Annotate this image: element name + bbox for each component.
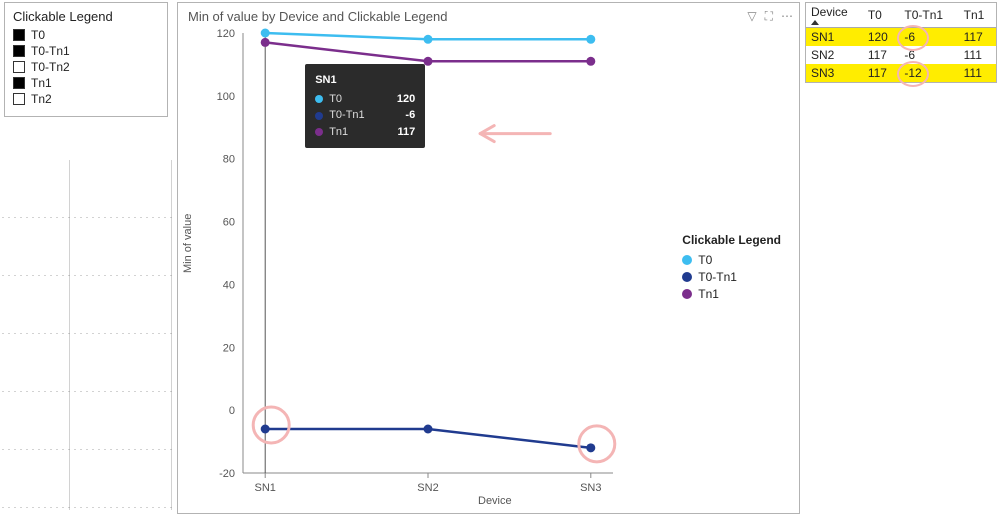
chart-legend: Clickable Legend T0 T0-Tn1 Tn1 [682,233,781,304]
table-panel: DeviceT0T0-Tn1Tn1 SN1120-6117SN2117-6111… [805,2,997,83]
slicer-item-label: Tn2 [31,92,52,106]
table-row[interactable]: SN3117-12111 [806,64,996,82]
table-cell: SN1 [806,28,863,47]
tooltip-series-dot [315,128,323,136]
tooltip-row: T0-Tn1 -6 [315,107,415,124]
legend-color-dot [682,289,692,299]
tooltip-series-dot [315,95,323,103]
tooltip-series-label: T0-Tn1 [329,107,399,124]
slicer-item[interactable]: T0-Tn1 [13,44,159,58]
svg-text:80: 80 [223,154,235,166]
table-header[interactable]: T0 [863,3,900,28]
svg-text:SN1: SN1 [254,482,275,494]
table-cell: 117 [959,28,996,47]
svg-text:100: 100 [217,91,235,103]
annotation-ring [897,61,929,87]
table-cell: 117 [863,64,900,82]
slicer-panel: Clickable Legend T0 T0-Tn1 T0-Tn2 Tn1 Tn2 [4,2,168,117]
legend-color-dot [682,272,692,282]
tooltip-row: T0 120 [315,91,415,108]
slicer-item-label: T0-Tn1 [31,44,70,58]
slicer-item[interactable]: T0 [13,28,159,42]
legend-color-dot [682,255,692,265]
slicer-item-label: T0 [31,28,45,42]
checkbox-icon [13,77,25,89]
table-cell: 111 [959,46,996,64]
slicer-item[interactable]: Tn1 [13,76,159,90]
slicer-item[interactable]: T0-Tn2 [13,60,159,74]
legend-item[interactable]: Tn1 [682,287,781,301]
svg-text:120: 120 [217,28,235,40]
table-cell: 120 [863,28,900,47]
svg-text:-20: -20 [219,468,235,480]
tooltip-title: SN1 [315,72,415,89]
tooltip-series-value: -6 [405,107,415,124]
table-cell: -6 [899,28,958,47]
chart-tooltip: SN1 T0 120T0-Tn1 -6 Tn1 117 [305,64,425,148]
table-cell: 117 [863,46,900,64]
checkbox-icon [13,93,25,105]
table-cell: SN2 [806,46,863,64]
svg-text:SN3: SN3 [580,482,601,494]
table-row[interactable]: SN1120-6117 [806,28,996,47]
tooltip-series-label: Tn1 [329,124,391,141]
checkbox-icon [13,45,25,57]
legend-label: T0 [698,253,712,267]
table-cell: -6 [899,46,958,64]
tooltip-series-value: 120 [397,91,415,108]
svg-text:20: 20 [223,342,235,354]
table-header[interactable]: Device [806,3,863,28]
svg-text:40: 40 [223,279,235,291]
table-row[interactable]: SN2117-6111 [806,46,996,64]
legend-item[interactable]: T0-Tn1 [682,270,781,284]
legend-label: Tn1 [698,287,719,301]
table-header[interactable]: Tn1 [959,3,996,28]
slicer-item-label: Tn1 [31,76,52,90]
tooltip-series-dot [315,112,323,120]
tooltip-series-value: 117 [397,124,415,141]
legend-item[interactable]: T0 [682,253,781,267]
slicer-item-label: T0-Tn2 [31,60,70,74]
table-header[interactable]: T0-Tn1 [899,3,958,28]
slicer-item[interactable]: Tn2 [13,92,159,106]
checkbox-icon [13,29,25,41]
legend-title: Clickable Legend [682,233,781,247]
svg-text:SN2: SN2 [417,482,438,494]
canvas-grid [2,160,172,510]
svg-text:0: 0 [229,405,235,417]
slicer-title: Clickable Legend [13,9,159,24]
legend-label: T0-Tn1 [698,270,737,284]
svg-text:60: 60 [223,217,235,229]
table-cell: -12 [899,64,958,82]
tooltip-row: Tn1 117 [315,124,415,141]
chart-panel: Min of value by Device and Clickable Leg… [177,2,800,514]
data-table[interactable]: DeviceT0T0-Tn1Tn1 SN1120-6117SN2117-6111… [806,3,996,82]
tooltip-series-label: T0 [329,91,391,108]
table-cell: 111 [959,64,996,82]
checkbox-icon [13,61,25,73]
table-cell: SN3 [806,64,863,82]
